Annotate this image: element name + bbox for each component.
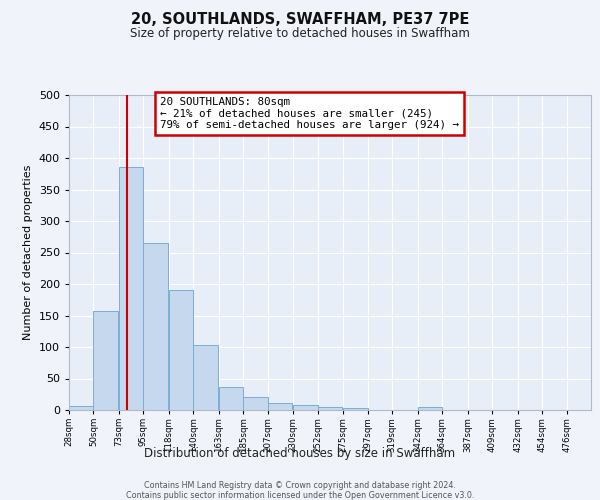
Bar bbox=[244, 397, 268, 410]
Bar bbox=[268, 403, 292, 410]
Bar bbox=[169, 290, 193, 410]
Text: Distribution of detached houses by size in Swaffham: Distribution of detached houses by size … bbox=[145, 448, 455, 460]
Text: Contains public sector information licensed under the Open Government Licence v3: Contains public sector information licen… bbox=[126, 491, 474, 500]
Bar bbox=[343, 408, 368, 410]
Text: 20, SOUTHLANDS, SWAFFHAM, PE37 7PE: 20, SOUTHLANDS, SWAFFHAM, PE37 7PE bbox=[131, 12, 469, 28]
Y-axis label: Number of detached properties: Number of detached properties bbox=[23, 165, 33, 340]
Bar bbox=[119, 168, 143, 410]
Bar bbox=[418, 407, 442, 410]
Text: 20 SOUTHLANDS: 80sqm
← 21% of detached houses are smaller (245)
79% of semi-deta: 20 SOUTHLANDS: 80sqm ← 21% of detached h… bbox=[160, 96, 460, 130]
Bar bbox=[69, 406, 94, 410]
Text: Contains HM Land Registry data © Crown copyright and database right 2024.: Contains HM Land Registry data © Crown c… bbox=[144, 481, 456, 490]
Bar bbox=[193, 345, 218, 410]
Text: Size of property relative to detached houses in Swaffham: Size of property relative to detached ho… bbox=[130, 28, 470, 40]
Bar bbox=[94, 311, 118, 410]
Bar bbox=[143, 243, 168, 410]
Bar bbox=[293, 405, 318, 410]
Bar bbox=[219, 388, 244, 410]
Bar bbox=[318, 407, 342, 410]
